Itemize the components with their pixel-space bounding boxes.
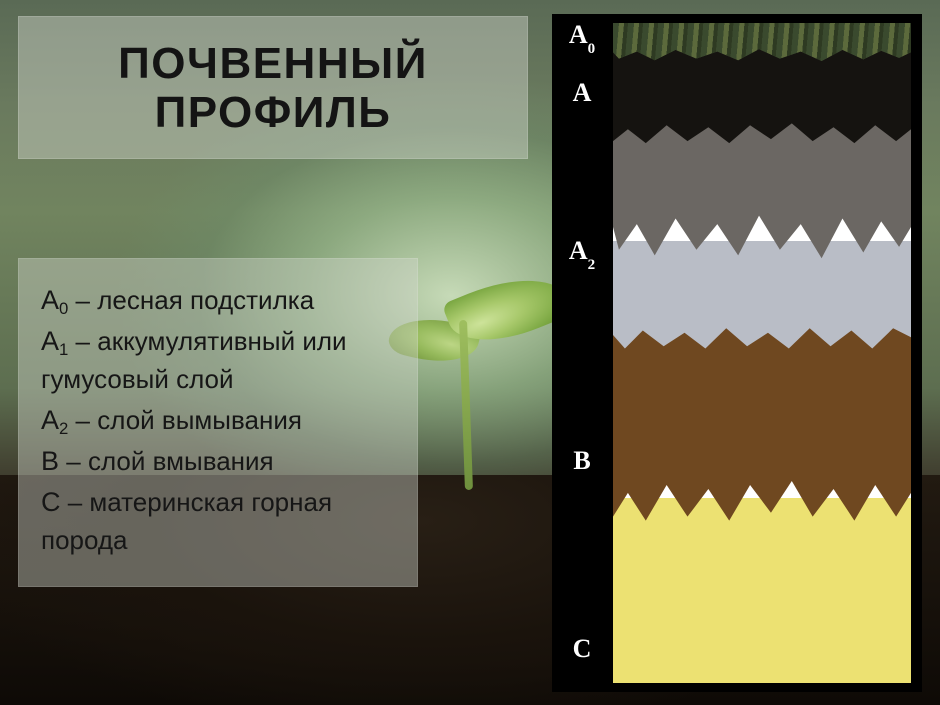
horizon-desc: лесная подстилка xyxy=(97,285,314,315)
horizon-label-c: C xyxy=(552,634,612,664)
horizon-c-layer xyxy=(613,498,911,683)
horizon-symbol: A2 xyxy=(41,405,68,435)
legend-item: A0 – лесная подстилка xyxy=(41,281,397,320)
legend-item: C – материнская горная порода xyxy=(41,483,397,560)
horizon-symbol: A0 xyxy=(41,285,68,315)
seedling-illustration xyxy=(408,260,548,490)
horizon-symbol: B xyxy=(41,446,59,476)
horizon-desc: слой вымывания xyxy=(97,405,302,435)
horizon-label-a2: A2 xyxy=(552,236,612,270)
horizon-symbol: C xyxy=(41,487,61,517)
legend-list: A0 – лесная подстилка A1 – аккумулятивны… xyxy=(41,281,397,560)
legend-item: B – слой вмывания xyxy=(41,442,397,481)
soil-profile-diagram: A0 A A2 B C xyxy=(552,14,922,692)
legend-item: A1 – аккумулятивный или гумусовый слой xyxy=(41,322,397,399)
legend-item: A2 – слой вымывания xyxy=(41,401,397,440)
horizon-desc: слой вмывания xyxy=(88,446,274,476)
page-title: ПОЧВЕННЫЙ ПРОФИЛЬ xyxy=(37,39,509,138)
horizon-label-a0: A0 xyxy=(552,20,612,54)
horizon-label-b: B xyxy=(552,446,612,476)
horizon-desc: материнская горная порода xyxy=(41,487,332,555)
horizon-b-layer xyxy=(613,327,911,525)
horizon-desc: аккумулятивный или гумусовый слой xyxy=(41,326,347,394)
horizon-symbol: A1 xyxy=(41,326,68,356)
horizon-a0-layer xyxy=(613,23,911,63)
title-panel: ПОЧВЕННЫЙ ПРОФИЛЬ xyxy=(18,16,528,159)
horizon-label-a: A xyxy=(552,78,612,108)
soil-column xyxy=(612,22,912,684)
legend-panel: A0 – лесная подстилка A1 – аккумулятивны… xyxy=(18,258,418,587)
